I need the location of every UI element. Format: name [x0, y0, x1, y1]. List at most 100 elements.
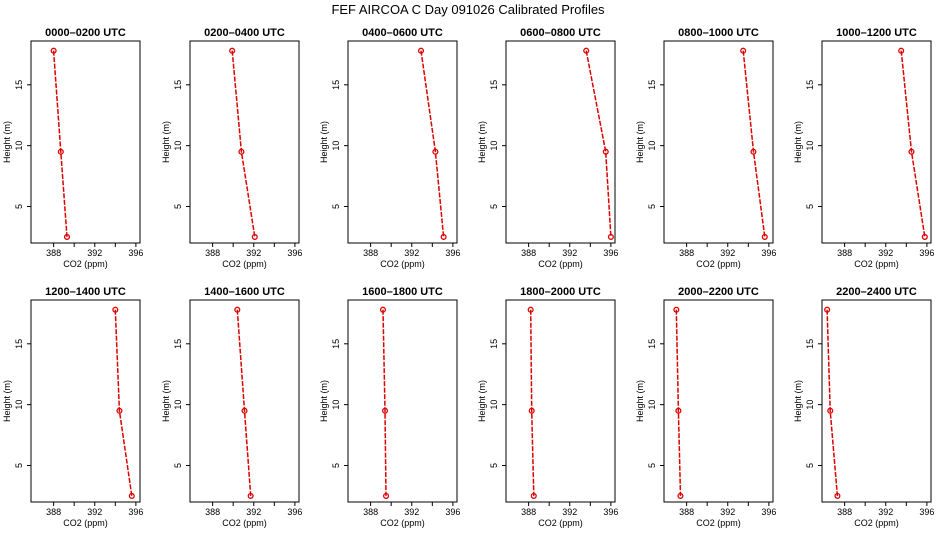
profile-point [57, 148, 64, 155]
plot-frame [347, 40, 458, 244]
profile-point [247, 492, 254, 499]
profile-point [381, 407, 389, 414]
profile-point [417, 47, 425, 54]
x-tick-label: 396 [445, 507, 460, 517]
profile-point [750, 148, 757, 155]
profile-line [742, 50, 766, 237]
y-axis-label: Height (m) [319, 121, 329, 163]
y-tick-label: 10 [489, 141, 499, 151]
y-axis-label: Height (m) [161, 121, 171, 163]
profile-line [900, 50, 926, 238]
x-tick-label: 396 [919, 507, 934, 517]
x-tick-label: 396 [287, 248, 302, 258]
x-tick-label: 396 [761, 248, 776, 258]
x-axis-label: CO2 (ppm) [222, 518, 267, 528]
profile-panel: 1600–1800 UTC 388 392 396 CO2 (ppm) 5 10 15 Heig… [319, 286, 460, 528]
x-axis-label: CO2 (ppm) [696, 259, 741, 269]
profile-line [382, 309, 387, 496]
x-tick-label: 396 [445, 248, 460, 258]
y-tick-label: 10 [173, 400, 183, 410]
profile-point [128, 492, 135, 499]
x-tick-label: 396 [603, 507, 618, 517]
panel-title: 0600–0800 UTC [520, 27, 601, 39]
y-tick-label: 15 [173, 339, 183, 349]
plot-frame [347, 299, 458, 503]
y-tick-label: 5 [489, 204, 499, 209]
x-tick-label: 396 [603, 248, 618, 258]
profile-point [827, 407, 834, 414]
profile-line [529, 309, 535, 496]
x-axis-label: CO2 (ppm) [538, 259, 583, 269]
x-axis-label: CO2 (ppm) [854, 518, 899, 528]
y-tick-label: 10 [647, 141, 657, 151]
y-tick-label: 15 [173, 80, 183, 90]
profile-point [528, 407, 535, 414]
profile-point [63, 233, 71, 240]
profile-point [602, 148, 609, 155]
profile-point [677, 492, 684, 499]
plot-frame [663, 40, 774, 244]
x-tick-label: 388 [205, 507, 220, 517]
y-tick-label: 5 [331, 463, 341, 468]
y-tick-label: 5 [805, 463, 815, 468]
plot-frame [821, 40, 932, 244]
x-tick-label: 392 [404, 507, 419, 517]
profile-line [52, 50, 68, 237]
profile-point [527, 306, 534, 313]
profile-point [834, 492, 841, 499]
profile-point [382, 492, 390, 499]
y-tick-label: 15 [331, 80, 341, 90]
profile-panel: 1200–1400 UTC 388 392 396 CO2 (ppm) 5 10 15 Heig… [2, 286, 143, 528]
x-axis-label: CO2 (ppm) [63, 518, 108, 528]
y-tick-label: 10 [805, 141, 815, 151]
profile-point [432, 148, 439, 155]
y-tick-label: 5 [173, 463, 183, 468]
profile-panel: 0200–0400 UTC 388 392 396 CO2 (ppm) 5 10 15 Heig… [161, 27, 302, 269]
panels-group: 0000–0200 UTC 388 392 396 CO2 (ppm) 5 10 15 Heig… [2, 27, 934, 528]
y-tick-label: 15 [647, 339, 657, 349]
y-axis-label: Height (m) [793, 380, 803, 422]
x-tick-label: 392 [720, 507, 735, 517]
plot-frame [663, 299, 774, 503]
profile-point [440, 233, 447, 240]
profile-point [898, 47, 905, 54]
profile-panel: 0000–0200 UTC 388 392 396 CO2 (ppm) 5 10 15 Heig… [2, 27, 143, 269]
x-axis-label: CO2 (ppm) [222, 259, 267, 269]
panel-title: 1200–1400 UTC [45, 286, 126, 298]
profile-line [114, 309, 133, 497]
profile-panel: 0400–0600 UTC 388 392 396 CO2 (ppm) 5 10 15 Heig… [319, 27, 460, 269]
plot-frame [30, 40, 141, 244]
x-tick-label: 396 [761, 507, 776, 517]
profile-line [231, 50, 256, 238]
y-tick-label: 5 [331, 204, 341, 209]
profile-line [585, 50, 612, 237]
profile-point [50, 47, 57, 54]
x-tick-label: 396 [128, 507, 143, 517]
y-tick-label: 5 [647, 463, 657, 468]
x-tick-label: 388 [521, 507, 536, 517]
y-tick-label: 10 [489, 400, 499, 410]
y-tick-label: 5 [14, 204, 24, 209]
profile-panel: 2200–2400 UTC 388 392 396 CO2 (ppm) 5 10 15 Heig… [793, 286, 934, 528]
y-tick-label: 5 [489, 463, 499, 468]
y-axis-label: Height (m) [477, 380, 487, 422]
plot-frame [821, 299, 932, 503]
x-tick-label: 396 [919, 248, 934, 258]
x-tick-label: 392 [246, 507, 261, 517]
plot-frame [189, 299, 300, 503]
profile-point [908, 148, 915, 155]
y-tick-label: 10 [14, 400, 24, 410]
panel-title: 1400–1600 UTC [204, 286, 285, 298]
y-tick-label: 15 [805, 339, 815, 349]
profile-point [921, 233, 928, 240]
x-tick-label: 392 [246, 248, 261, 258]
profile-point [761, 233, 768, 240]
profile-point [675, 407, 682, 414]
x-tick-label: 396 [128, 248, 143, 258]
profile-point [673, 306, 680, 313]
y-axis-label: Height (m) [635, 121, 645, 163]
y-axis-label: Height (m) [2, 380, 12, 422]
y-tick-label: 15 [331, 339, 341, 349]
profile-point [740, 47, 747, 54]
